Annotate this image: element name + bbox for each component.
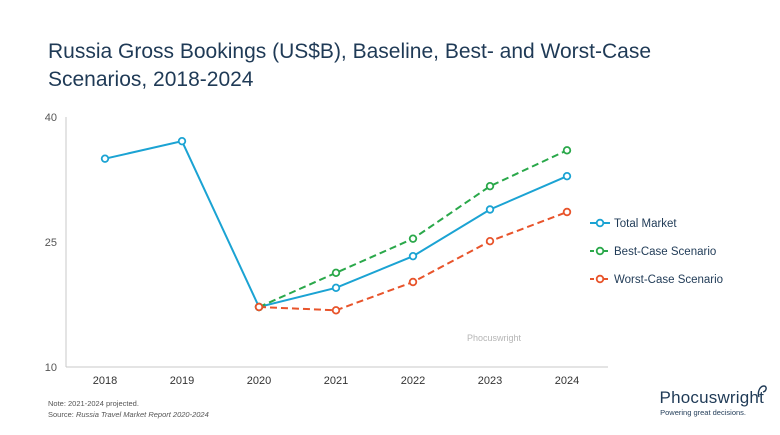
x-tick-label: 2024 <box>555 375 579 387</box>
brand-name: Phocuswright <box>659 388 764 407</box>
data-point <box>485 181 495 191</box>
brand-swirl-icon <box>757 385 767 398</box>
source-note: Source: Russia Travel Market Report 2020… <box>48 410 209 419</box>
x-tick-label: 2019 <box>170 375 194 387</box>
brand-logo: Phocuswright Powering great decisions. <box>659 385 767 417</box>
data-point <box>485 205 495 214</box>
source-prefix: Source: <box>48 410 76 419</box>
legend-label: Best-Case Scenario <box>614 246 716 258</box>
x-tick-label: 2021 <box>324 375 348 387</box>
data-point <box>254 302 264 312</box>
data-point <box>408 234 418 243</box>
x-tick-label: 2020 <box>247 375 271 387</box>
x-tick-label: 2023 <box>478 375 502 387</box>
x-tick-label: 2022 <box>401 375 425 387</box>
watermark-text: Phocuswright <box>467 333 522 343</box>
chart-title: Russia Gross Bookings (US$B), Baseline, … <box>48 40 652 91</box>
brand-tagline: Powering great decisions. <box>660 408 746 417</box>
data-point <box>331 268 341 278</box>
y-tick-label: 25 <box>45 237 57 249</box>
source-title: Russia Travel Market Report 2020-2024 <box>75 410 209 419</box>
y-tick-label: 40 <box>45 112 57 124</box>
y-tick-label: 10 <box>45 362 57 374</box>
legend-label: Worst-Case Scenario <box>614 274 723 286</box>
legend-marker <box>595 246 605 256</box>
data-point <box>562 146 572 155</box>
legend-label: Total Market <box>614 218 677 230</box>
data-point <box>408 251 418 261</box>
legend: Total Market Best-Case Scenario Worst-Case… <box>590 218 723 286</box>
projection-note: Note: 2021-2024 projected. <box>48 399 139 408</box>
data-point <box>177 136 187 146</box>
legend-marker <box>595 218 605 228</box>
x-tick-labels: 2018 2019 2020 2021 2022 2023 2024 <box>93 375 579 387</box>
data-point <box>331 306 341 315</box>
data-point <box>562 171 572 181</box>
data-point <box>562 207 572 217</box>
x-tick-label: 2018 <box>93 375 117 387</box>
data-point <box>485 236 495 246</box>
data-point <box>100 154 110 163</box>
y-tick-labels: 10 25 40 <box>45 112 57 374</box>
data-point <box>331 283 341 293</box>
series-line-1 <box>104 140 568 309</box>
data-point <box>408 277 418 287</box>
legend-marker <box>595 274 605 284</box>
series-group <box>100 136 572 315</box>
